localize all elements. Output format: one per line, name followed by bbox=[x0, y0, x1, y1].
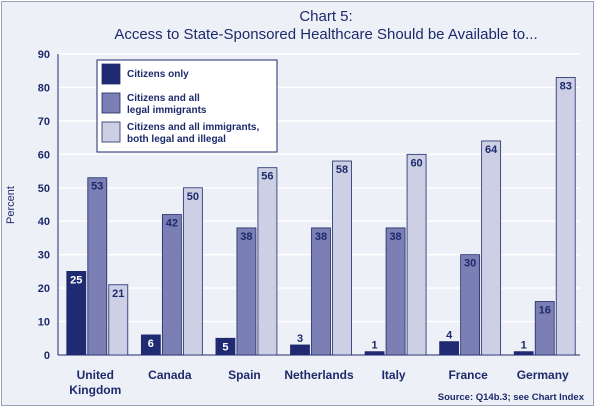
data-label: 1 bbox=[372, 340, 378, 352]
x-tick-label: United Kingdom bbox=[69, 368, 121, 397]
data-label: 56 bbox=[261, 171, 273, 183]
data-label: 1 bbox=[521, 340, 527, 352]
y-tick-label: 10 bbox=[38, 317, 50, 329]
data-label: 30 bbox=[464, 258, 476, 270]
y-axis-label: Percent bbox=[5, 186, 17, 224]
data-label: 25 bbox=[70, 274, 82, 286]
data-label: 38 bbox=[389, 231, 401, 243]
source-note: Source: Q14b.3; see Chart Index bbox=[438, 392, 585, 403]
legend-swatch bbox=[101, 92, 121, 114]
x-tick-label: Canada bbox=[148, 368, 192, 382]
bar bbox=[534, 301, 555, 356]
legend: Citizens only Citizens and all legal immig… bbox=[96, 59, 278, 153]
y-tick-label: 30 bbox=[38, 250, 50, 262]
data-label: 64 bbox=[485, 144, 498, 156]
data-label: 16 bbox=[539, 304, 551, 316]
bar bbox=[182, 187, 203, 356]
legend-label: Citizens and all legal immigrants bbox=[127, 93, 207, 116]
data-label: 53 bbox=[91, 181, 103, 193]
data-label: 4 bbox=[446, 330, 453, 342]
legend-label: Citizens only bbox=[127, 69, 189, 80]
y-tick-label: 0 bbox=[44, 350, 50, 362]
bar bbox=[513, 351, 534, 356]
bar bbox=[215, 337, 236, 356]
x-tick-label: France bbox=[448, 368, 488, 382]
bar bbox=[87, 177, 108, 356]
bar bbox=[236, 227, 257, 356]
data-label: 83 bbox=[560, 80, 572, 92]
y-tick-label: 70 bbox=[38, 116, 50, 128]
bar bbox=[332, 160, 352, 356]
bar bbox=[439, 341, 460, 356]
y-tick-label: 40 bbox=[38, 216, 50, 228]
bar bbox=[555, 77, 576, 356]
data-label: 60 bbox=[410, 157, 422, 169]
bar bbox=[460, 254, 481, 356]
bar bbox=[66, 270, 87, 356]
y-tick-label: 90 bbox=[38, 49, 50, 61]
y-tick-label: 20 bbox=[38, 283, 50, 295]
chart-title: Chart 5: bbox=[299, 8, 352, 25]
bar bbox=[290, 344, 310, 356]
y-tick-label: 50 bbox=[38, 183, 50, 195]
legend-swatch bbox=[101, 121, 121, 143]
data-label: 38 bbox=[315, 231, 327, 243]
x-tick-label: Netherlands bbox=[284, 368, 354, 382]
bar bbox=[385, 227, 406, 356]
chart-subtitle: Access to State-Sponsored Healthcare Sho… bbox=[114, 26, 537, 43]
bar bbox=[364, 351, 385, 356]
legend-swatch bbox=[101, 63, 121, 85]
bar bbox=[311, 227, 331, 356]
data-label: 50 bbox=[187, 191, 199, 203]
data-label: 21 bbox=[112, 288, 124, 300]
legend-label: Citizens and all immigrants, both legal a… bbox=[127, 122, 259, 145]
bar bbox=[481, 140, 502, 356]
data-label: 5 bbox=[222, 341, 228, 353]
x-tick-label: Italy bbox=[382, 368, 406, 382]
bar bbox=[161, 214, 182, 356]
x-tick-label: Germany bbox=[517, 368, 569, 382]
bar bbox=[406, 153, 427, 356]
data-label: 6 bbox=[148, 338, 154, 350]
data-label: 38 bbox=[240, 231, 252, 243]
bar bbox=[108, 284, 129, 356]
x-tick-label: Spain bbox=[228, 368, 261, 382]
y-tick-label: 80 bbox=[38, 82, 50, 94]
legend-box bbox=[96, 59, 278, 153]
data-label: 3 bbox=[297, 333, 303, 345]
bar bbox=[140, 334, 161, 356]
data-label: 42 bbox=[166, 218, 178, 230]
y-tick-label: 60 bbox=[38, 149, 50, 161]
bar bbox=[257, 167, 278, 356]
data-label: 58 bbox=[336, 164, 348, 176]
